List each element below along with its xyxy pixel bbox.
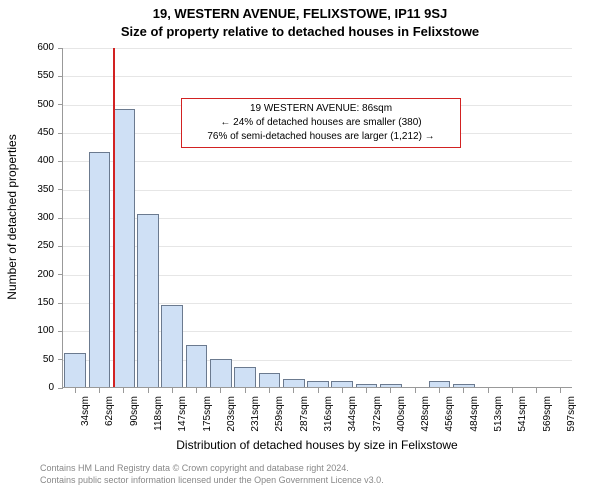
y-tick-label: 200 <box>22 269 54 280</box>
annotation-line: 19 WESTERN AVENUE: 86sqm <box>185 102 457 116</box>
histogram-bar <box>210 359 232 387</box>
y-tick <box>58 331 63 332</box>
y-tick <box>58 303 63 304</box>
annotation-box: 19 WESTERN AVENUE: 86sqm← 24% of detache… <box>181 98 461 148</box>
y-tick-label: 300 <box>22 212 54 223</box>
gridline <box>63 76 572 77</box>
y-tick-label: 250 <box>22 240 54 251</box>
x-tick <box>75 388 76 393</box>
annotation-line: 76% of semi-detached houses are larger (… <box>185 130 457 144</box>
x-axis-label: Distribution of detached houses by size … <box>62 438 572 452</box>
x-tick <box>342 388 343 393</box>
footer-line1: Contains HM Land Registry data © Crown c… <box>40 462 384 474</box>
x-tick <box>463 388 464 393</box>
gridline <box>63 48 572 49</box>
y-tick-label: 0 <box>22 382 54 393</box>
y-tick-label: 400 <box>22 155 54 166</box>
histogram-bar <box>161 305 183 387</box>
x-tick <box>390 388 391 393</box>
histogram-bar <box>64 353 86 387</box>
x-tick <box>318 388 319 393</box>
histogram-bar <box>259 373 281 387</box>
y-tick <box>58 274 63 275</box>
histogram-bar <box>186 345 208 388</box>
y-tick-label: 600 <box>22 42 54 53</box>
histogram-bar <box>356 384 378 387</box>
x-tick <box>99 388 100 393</box>
x-tick <box>439 388 440 393</box>
histogram-bar <box>234 367 256 387</box>
x-tick <box>366 388 367 393</box>
histogram-bar <box>113 109 135 387</box>
x-tick <box>536 388 537 393</box>
y-tick <box>58 104 63 105</box>
histogram-bar <box>453 384 475 387</box>
y-tick <box>58 388 63 389</box>
x-tick <box>560 388 561 393</box>
page-title-line1: 19, WESTERN AVENUE, FELIXSTOWE, IP11 9SJ <box>0 6 600 21</box>
histogram-bar <box>137 214 159 387</box>
x-tick <box>512 388 513 393</box>
gridline <box>63 190 572 191</box>
footer-line2: Contains public sector information licen… <box>40 474 384 486</box>
gridline <box>63 161 572 162</box>
y-tick-label: 50 <box>22 354 54 365</box>
page-title-line2: Size of property relative to detached ho… <box>0 24 600 39</box>
x-tick <box>488 388 489 393</box>
histogram-bar <box>283 379 305 388</box>
y-tick <box>58 189 63 190</box>
x-tick <box>220 388 221 393</box>
y-tick <box>58 76 63 77</box>
histogram-bar <box>307 381 329 387</box>
y-tick <box>58 161 63 162</box>
x-tick <box>148 388 149 393</box>
footer-attribution: Contains HM Land Registry data © Crown c… <box>40 462 384 486</box>
x-tick <box>172 388 173 393</box>
y-axis-label: Number of detached properties <box>5 47 19 387</box>
histogram-bar <box>331 381 353 387</box>
chart-plot-area: 05010015020025030035040045050055060034sq… <box>62 48 572 388</box>
y-tick-label: 100 <box>22 325 54 336</box>
y-tick-label: 150 <box>22 297 54 308</box>
y-tick-label: 450 <box>22 127 54 138</box>
x-tick <box>245 388 246 393</box>
property-marker-line <box>113 48 115 387</box>
histogram-bar <box>429 381 451 387</box>
y-tick-label: 500 <box>22 99 54 110</box>
y-tick-label: 350 <box>22 184 54 195</box>
x-tick <box>415 388 416 393</box>
x-tick <box>196 388 197 393</box>
y-tick <box>58 133 63 134</box>
y-tick-label: 550 <box>22 70 54 81</box>
annotation-line: ← 24% of detached houses are smaller (38… <box>185 116 457 130</box>
x-tick <box>123 388 124 393</box>
x-tick <box>269 388 270 393</box>
y-tick <box>58 218 63 219</box>
y-tick <box>58 246 63 247</box>
histogram-bar <box>380 384 402 387</box>
histogram-bar <box>89 152 111 387</box>
x-tick <box>293 388 294 393</box>
y-tick <box>58 48 63 49</box>
y-tick <box>58 359 63 360</box>
